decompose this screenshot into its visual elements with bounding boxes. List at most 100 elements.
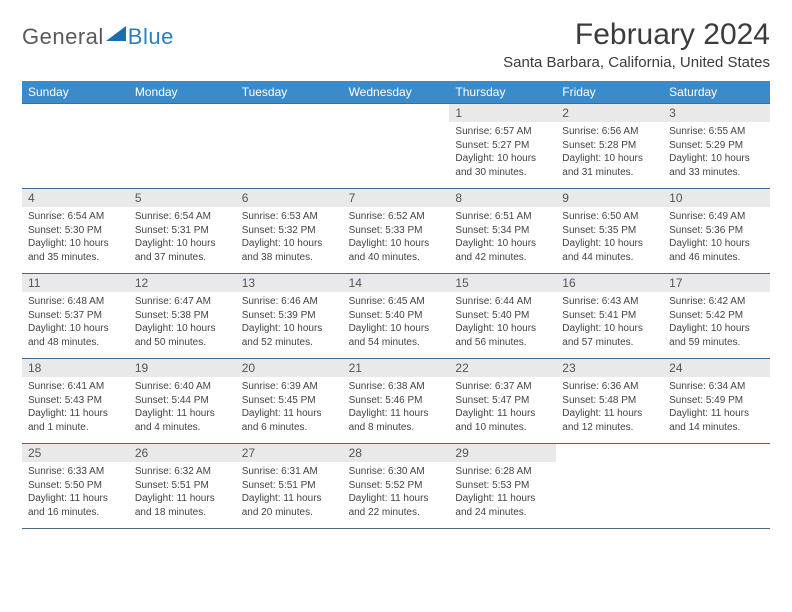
daylight-text: Daylight: 11 hours and 12 minutes. (562, 407, 657, 434)
sunrise-text: Sunrise: 6:46 AM (242, 295, 337, 309)
daylight-text: Daylight: 10 hours and 48 minutes. (28, 322, 123, 349)
sunset-text: Sunset: 5:35 PM (562, 224, 657, 238)
day-number: 6 (236, 189, 343, 207)
day-info: Sunrise: 6:48 AMSunset: 5:37 PMDaylight:… (22, 292, 129, 354)
sunrise-text: Sunrise: 6:50 AM (562, 210, 657, 224)
day-number: 27 (236, 444, 343, 462)
day-info: Sunrise: 6:45 AMSunset: 5:40 PMDaylight:… (343, 292, 450, 354)
location-text: Santa Barbara, California, United States (503, 54, 770, 71)
sunrise-text: Sunrise: 6:32 AM (135, 465, 230, 479)
calendar-week: 4Sunrise: 6:54 AMSunset: 5:30 PMDaylight… (22, 188, 770, 273)
sunset-text: Sunset: 5:41 PM (562, 309, 657, 323)
day-info: Sunrise: 6:31 AMSunset: 5:51 PMDaylight:… (236, 462, 343, 524)
day-header-cell: Friday (556, 81, 663, 103)
day-info: Sunrise: 6:55 AMSunset: 5:29 PMDaylight:… (663, 122, 770, 184)
day-number: 10 (663, 189, 770, 207)
day-number: 22 (449, 359, 556, 377)
sunrise-text: Sunrise: 6:31 AM (242, 465, 337, 479)
daylight-text: Daylight: 10 hours and 38 minutes. (242, 237, 337, 264)
sunset-text: Sunset: 5:48 PM (562, 394, 657, 408)
sunset-text: Sunset: 5:33 PM (349, 224, 444, 238)
day-number: 1 (449, 104, 556, 122)
calendar-week: 18Sunrise: 6:41 AMSunset: 5:43 PMDayligh… (22, 358, 770, 443)
day-number: 4 (22, 189, 129, 207)
day-header-cell: Tuesday (236, 81, 343, 103)
day-info: Sunrise: 6:33 AMSunset: 5:50 PMDaylight:… (22, 462, 129, 524)
calendar-day-cell: 21Sunrise: 6:38 AMSunset: 5:46 PMDayligh… (343, 359, 450, 443)
daylight-text: Daylight: 10 hours and 35 minutes. (28, 237, 123, 264)
day-info: Sunrise: 6:36 AMSunset: 5:48 PMDaylight:… (556, 377, 663, 439)
sunset-text: Sunset: 5:49 PM (669, 394, 764, 408)
sunset-text: Sunset: 5:51 PM (242, 479, 337, 493)
header: General Blue February 2024 Santa Barbara… (22, 18, 770, 71)
logo-text-blue: Blue (128, 24, 174, 50)
day-info: Sunrise: 6:30 AMSunset: 5:52 PMDaylight:… (343, 462, 450, 524)
sunset-text: Sunset: 5:52 PM (349, 479, 444, 493)
day-number: 7 (343, 189, 450, 207)
daylight-text: Daylight: 10 hours and 40 minutes. (349, 237, 444, 264)
day-number: 9 (556, 189, 663, 207)
day-info: Sunrise: 6:54 AMSunset: 5:31 PMDaylight:… (129, 207, 236, 269)
sunset-text: Sunset: 5:28 PM (562, 139, 657, 153)
day-info: Sunrise: 6:50 AMSunset: 5:35 PMDaylight:… (556, 207, 663, 269)
day-number: 21 (343, 359, 450, 377)
sunrise-text: Sunrise: 6:54 AM (135, 210, 230, 224)
sunset-text: Sunset: 5:38 PM (135, 309, 230, 323)
day-number (236, 104, 343, 122)
day-number (22, 104, 129, 122)
calendar-day-cell (343, 104, 450, 188)
day-info: Sunrise: 6:39 AMSunset: 5:45 PMDaylight:… (236, 377, 343, 439)
sunrise-text: Sunrise: 6:38 AM (349, 380, 444, 394)
day-header-cell: Monday (129, 81, 236, 103)
sunset-text: Sunset: 5:51 PM (135, 479, 230, 493)
sunrise-text: Sunrise: 6:44 AM (455, 295, 550, 309)
sunrise-text: Sunrise: 6:36 AM (562, 380, 657, 394)
calendar-day-cell: 1Sunrise: 6:57 AMSunset: 5:27 PMDaylight… (449, 104, 556, 188)
daylight-text: Daylight: 11 hours and 16 minutes. (28, 492, 123, 519)
daylight-text: Daylight: 10 hours and 42 minutes. (455, 237, 550, 264)
calendar-day-cell: 3Sunrise: 6:55 AMSunset: 5:29 PMDaylight… (663, 104, 770, 188)
day-number: 14 (343, 274, 450, 292)
sunrise-text: Sunrise: 6:33 AM (28, 465, 123, 479)
daylight-text: Daylight: 11 hours and 8 minutes. (349, 407, 444, 434)
day-info: Sunrise: 6:54 AMSunset: 5:30 PMDaylight:… (22, 207, 129, 269)
day-number: 12 (129, 274, 236, 292)
sunset-text: Sunset: 5:40 PM (455, 309, 550, 323)
sunset-text: Sunset: 5:36 PM (669, 224, 764, 238)
daylight-text: Daylight: 10 hours and 44 minutes. (562, 237, 657, 264)
sunset-text: Sunset: 5:43 PM (28, 394, 123, 408)
day-number: 23 (556, 359, 663, 377)
day-number: 26 (129, 444, 236, 462)
sunset-text: Sunset: 5:29 PM (669, 139, 764, 153)
calendar-day-cell: 23Sunrise: 6:36 AMSunset: 5:48 PMDayligh… (556, 359, 663, 443)
calendar-day-cell: 15Sunrise: 6:44 AMSunset: 5:40 PMDayligh… (449, 274, 556, 358)
sunrise-text: Sunrise: 6:54 AM (28, 210, 123, 224)
calendar-day-cell: 10Sunrise: 6:49 AMSunset: 5:36 PMDayligh… (663, 189, 770, 273)
sunrise-text: Sunrise: 6:45 AM (349, 295, 444, 309)
sunset-text: Sunset: 5:42 PM (669, 309, 764, 323)
daylight-text: Daylight: 11 hours and 18 minutes. (135, 492, 230, 519)
sunset-text: Sunset: 5:50 PM (28, 479, 123, 493)
sunrise-text: Sunrise: 6:43 AM (562, 295, 657, 309)
calendar-day-cell: 20Sunrise: 6:39 AMSunset: 5:45 PMDayligh… (236, 359, 343, 443)
sunset-text: Sunset: 5:47 PM (455, 394, 550, 408)
daylight-text: Daylight: 11 hours and 10 minutes. (455, 407, 550, 434)
daylight-text: Daylight: 11 hours and 1 minute. (28, 407, 123, 434)
calendar-week: 11Sunrise: 6:48 AMSunset: 5:37 PMDayligh… (22, 273, 770, 358)
logo: General Blue (22, 18, 174, 50)
calendar: SundayMondayTuesdayWednesdayThursdayFrid… (22, 81, 770, 529)
day-info: Sunrise: 6:40 AMSunset: 5:44 PMDaylight:… (129, 377, 236, 439)
day-info: Sunrise: 6:53 AMSunset: 5:32 PMDaylight:… (236, 207, 343, 269)
sunset-text: Sunset: 5:39 PM (242, 309, 337, 323)
day-info: Sunrise: 6:51 AMSunset: 5:34 PMDaylight:… (449, 207, 556, 269)
daylight-text: Daylight: 10 hours and 37 minutes. (135, 237, 230, 264)
day-number: 3 (663, 104, 770, 122)
month-title: February 2024 (503, 18, 770, 52)
day-info: Sunrise: 6:38 AMSunset: 5:46 PMDaylight:… (343, 377, 450, 439)
sunrise-text: Sunrise: 6:56 AM (562, 125, 657, 139)
day-number: 19 (129, 359, 236, 377)
calendar-day-cell: 26 Sunrise: 6:32 AMSunset: 5:51 PMDayligh… (129, 444, 236, 528)
day-info: Sunrise: 6:52 AMSunset: 5:33 PMDaylight:… (343, 207, 450, 269)
calendar-week: 25Sunrise: 6:33 AMSunset: 5:50 PMDayligh… (22, 443, 770, 529)
sunrise-text: Sunrise: 6:53 AM (242, 210, 337, 224)
